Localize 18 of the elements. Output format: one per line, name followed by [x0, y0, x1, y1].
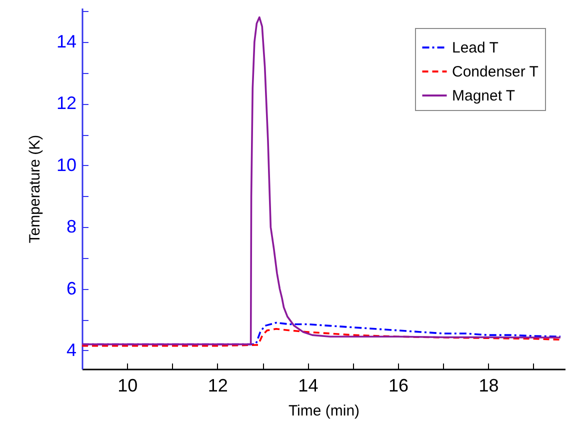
x-tick-label: 12 [208, 376, 228, 396]
x-tick-label: 16 [388, 376, 408, 396]
line-series [82, 16, 562, 346]
x-tick-label: 10 [118, 376, 138, 396]
x-tick-label: 18 [478, 376, 499, 396]
legend-label: Condenser T [452, 64, 538, 80]
legend-label: Lead T [452, 40, 498, 56]
y-tick-label: 8 [66, 216, 76, 237]
y-tick-label: 14 [56, 31, 76, 52]
y-axis-title: Temperature (K) [26, 134, 44, 244]
y-tick-label: 4 [66, 340, 76, 360]
y-tick-label: 12 [56, 93, 76, 114]
y-tick-label: 10 [56, 154, 76, 175]
x-axis-title: Time (min) [288, 402, 360, 420]
x-tick-label: 14 [298, 376, 318, 396]
line-series [82, 328, 562, 347]
y-tick-label: 6 [66, 278, 76, 298]
legend-label: Magnet T [452, 88, 516, 104]
